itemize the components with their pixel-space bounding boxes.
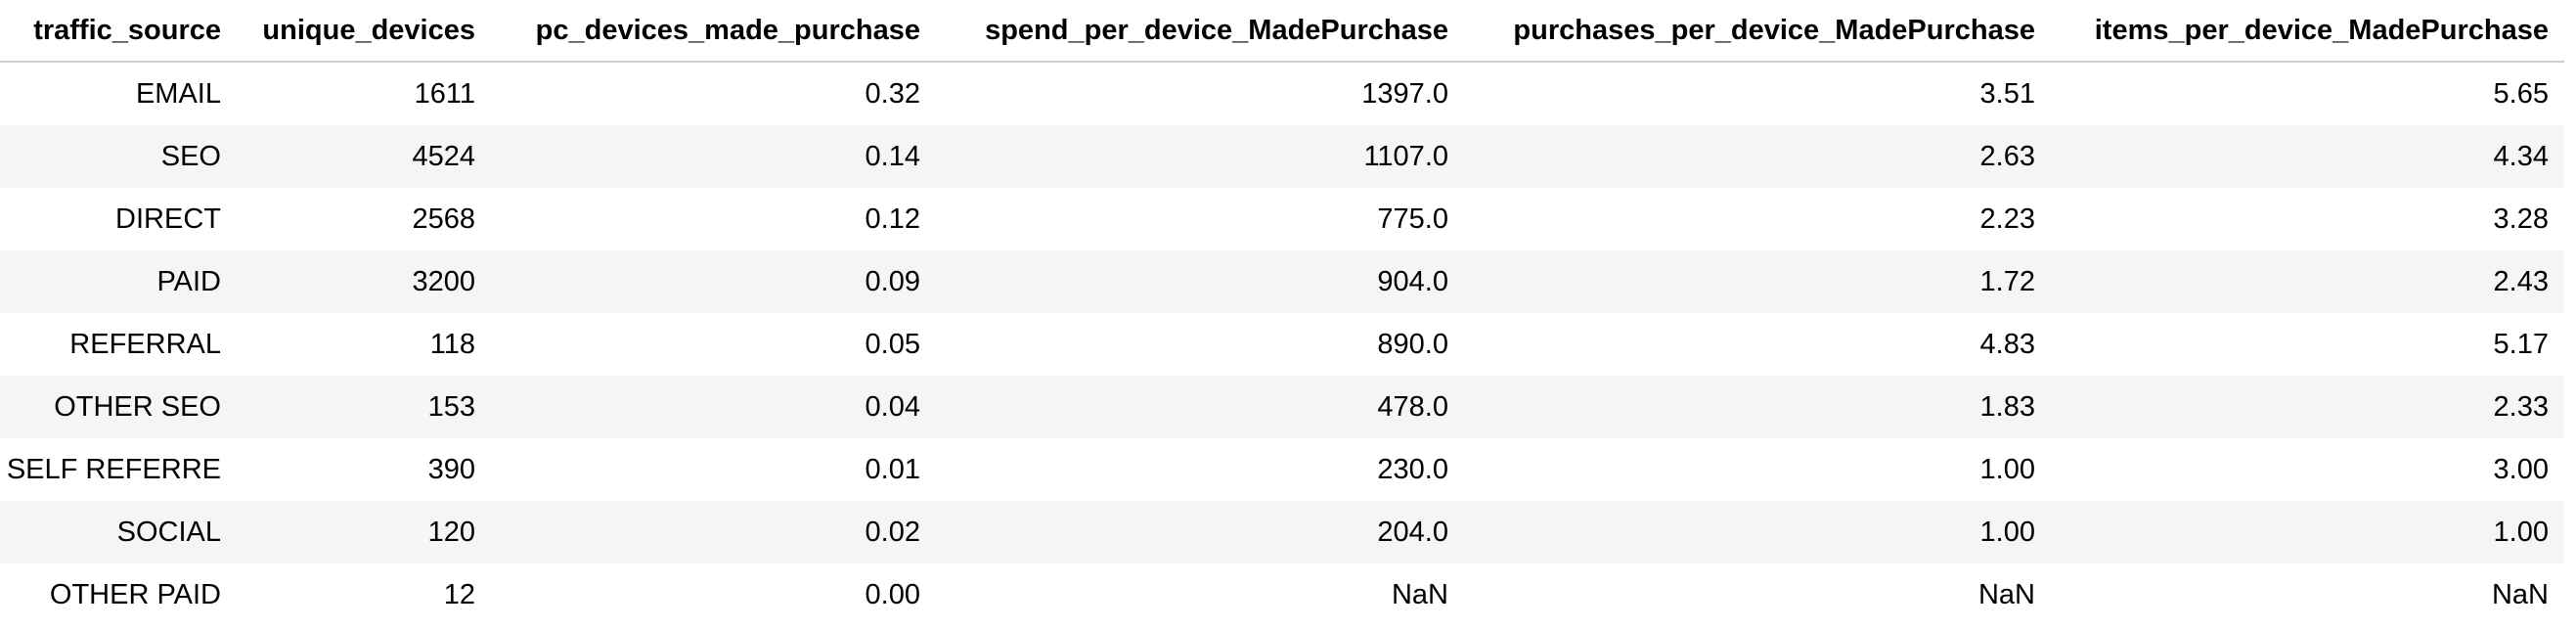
col-header-traffic-source: traffic_source [0,0,237,63]
traffic-source-cell: OTHER SEO [0,376,237,438]
pc-devices-made-purchase-cell: 0.14 [491,125,936,188]
spend-per-device-cell: 1107.0 [936,125,1464,188]
spend-per-device-cell: 890.0 [936,313,1464,376]
purchases-per-device-cell: 2.23 [1464,188,2051,250]
pc-devices-made-purchase-cell: 0.05 [491,313,936,376]
purchases-per-device-cell: 2.63 [1464,125,2051,188]
pc-devices-made-purchase-cell: 0.12 [491,188,936,250]
items-per-device-cell: 1.00 [2051,501,2564,563]
unique-devices-cell: 2568 [237,188,491,250]
purchases-per-device-cell: 1.72 [1464,250,2051,313]
table-row: SOCIAL 120 0.02 204.0 1.00 1.00 [0,501,2564,563]
purchases-per-device-cell: NaN [1464,563,2051,626]
spend-per-device-cell: 478.0 [936,376,1464,438]
purchases-per-device-cell: 4.83 [1464,313,2051,376]
spend-per-device-cell: 904.0 [936,250,1464,313]
purchases-per-device-cell: 1.83 [1464,376,2051,438]
unique-devices-cell: 1611 [237,62,491,125]
items-per-device-cell: 3.28 [2051,188,2564,250]
purchases-per-device-cell: 1.00 [1464,438,2051,501]
col-header-spend-per-device: spend_per_device_MadePurchase [936,0,1464,63]
pc-devices-made-purchase-cell: 0.02 [491,501,936,563]
purchases-per-device-cell: 3.51 [1464,62,2051,125]
traffic-source-cell: OTHER PAID [0,563,237,626]
col-header-pc-devices-made-purchase: pc_devices_made_purchase [491,0,936,63]
pc-devices-made-purchase-cell: 0.32 [491,62,936,125]
unique-devices-cell: 12 [237,563,491,626]
unique-devices-cell: 3200 [237,250,491,313]
pc-devices-made-purchase-cell: 0.01 [491,438,936,501]
col-header-purchases-per-device: purchases_per_device_MadePurchase [1464,0,2051,63]
spend-per-device-cell: 204.0 [936,501,1464,563]
items-per-device-cell: 2.43 [2051,250,2564,313]
table-body: EMAIL 1611 0.32 1397.0 3.51 5.65 SEO 4524 0.14 11… [0,62,2564,626]
items-per-device-cell: NaN [2051,563,2564,626]
traffic-source-cell: SELF REFERRE [0,438,237,501]
traffic-source-cell: EMAIL [0,62,237,125]
pc-devices-made-purchase-cell: 0.00 [491,563,936,626]
table-header: traffic_source unique_devices pc_devices… [0,0,2564,63]
spend-per-device-cell: 775.0 [936,188,1464,250]
table-row: DIRECT 2568 0.12 775.0 2.23 3.28 [0,188,2564,250]
header-row: traffic_source unique_devices pc_devices… [0,0,2564,63]
spend-per-device-cell: NaN [936,563,1464,626]
unique-devices-cell: 153 [237,376,491,438]
items-per-device-cell: 5.65 [2051,62,2564,125]
pc-devices-made-purchase-cell: 0.09 [491,250,936,313]
items-per-device-cell: 3.00 [2051,438,2564,501]
unique-devices-cell: 4524 [237,125,491,188]
unique-devices-cell: 390 [237,438,491,501]
items-per-device-cell: 4.34 [2051,125,2564,188]
pc-devices-made-purchase-cell: 0.04 [491,376,936,438]
traffic-source-cell: SOCIAL [0,501,237,563]
items-per-device-cell: 5.17 [2051,313,2564,376]
table-row: SEO 4524 0.14 1107.0 2.63 4.34 [0,125,2564,188]
traffic-source-cell: SEO [0,125,237,188]
traffic-source-cell: PAID [0,250,237,313]
table-row: OTHER SEO 153 0.04 478.0 1.83 2.33 [0,376,2564,438]
traffic-source-cell: DIRECT [0,188,237,250]
spend-per-device-cell: 1397.0 [936,62,1464,125]
spend-per-device-cell: 230.0 [936,438,1464,501]
traffic-source-cell: REFERRAL [0,313,237,376]
table-row: SELF REFERRE 390 0.01 230.0 1.00 3.00 [0,438,2564,501]
unique-devices-cell: 120 [237,501,491,563]
table-row: REFERRAL 118 0.05 890.0 4.83 5.17 [0,313,2564,376]
table-row: OTHER PAID 12 0.00 NaN NaN NaN [0,563,2564,626]
col-header-items-per-device: items_per_device_MadePurchase [2051,0,2564,63]
col-header-unique-devices: unique_devices [237,0,491,63]
table-row: EMAIL 1611 0.32 1397.0 3.51 5.65 [0,62,2564,125]
table-row: PAID 3200 0.09 904.0 1.72 2.43 [0,250,2564,313]
unique-devices-cell: 118 [237,313,491,376]
purchases-per-device-cell: 1.00 [1464,501,2051,563]
items-per-device-cell: 2.33 [2051,376,2564,438]
